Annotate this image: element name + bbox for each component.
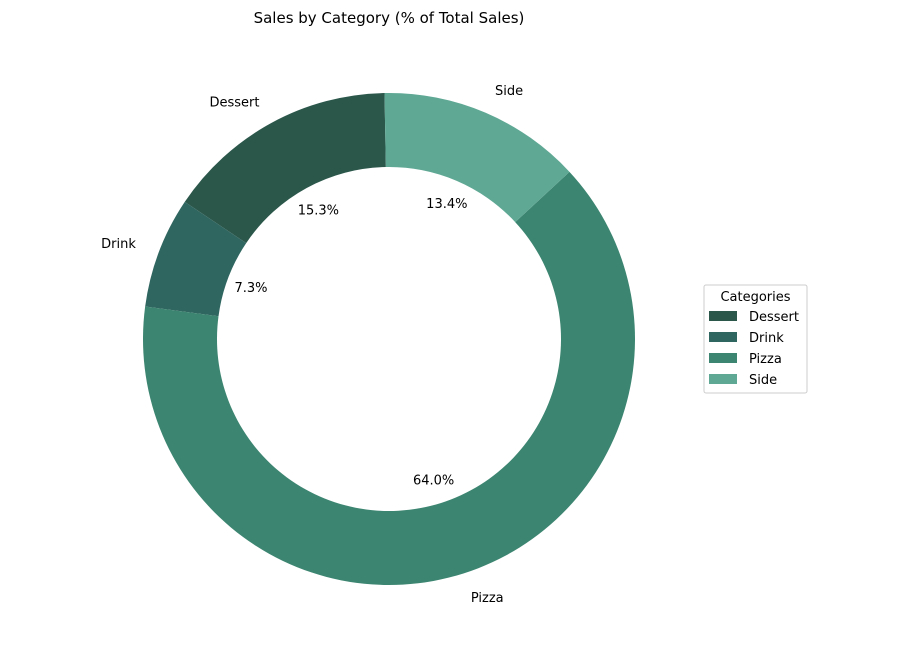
slice-label-pizza: Pizza [471,591,504,606]
slice-pizza [142,171,636,585]
slice-percent-dessert: 15.3% [298,203,339,218]
labels-group: Dessert 15.3% Drink 7.3% Pizza 64.0% Side 13.4% [101,84,523,606]
legend-label-pizza: Pizza [749,352,782,367]
legend-items: Dessert Drink Pizza Side [709,310,799,388]
slice-percent-side: 13.4% [426,197,467,212]
legend-title: Categories [720,290,790,305]
legend-swatch-side [709,374,737,384]
legend-swatch-drink [709,332,737,342]
legend: Categories Dessert Drink Pizza Side [703,284,808,394]
slice-percent-pizza: 64.0% [413,474,454,489]
legend-label-drink: Drink [749,331,784,346]
legend-label-side: Side [749,373,777,388]
chart-title: Sales by Category (% of Total Sales) [254,9,525,27]
legend-label-dessert: Dessert [749,310,799,325]
slice-label-drink: Drink [101,237,136,252]
legend-swatch-pizza [709,353,737,363]
slice-side [384,92,570,223]
slice-label-dessert: Dessert [210,95,260,110]
legend-swatch-dessert [709,311,737,321]
slice-drink [145,201,247,317]
slices-group [142,92,636,585]
slice-dessert [184,93,386,244]
slice-label-side: Side [495,84,523,99]
slice-percent-drink: 7.3% [234,281,267,296]
